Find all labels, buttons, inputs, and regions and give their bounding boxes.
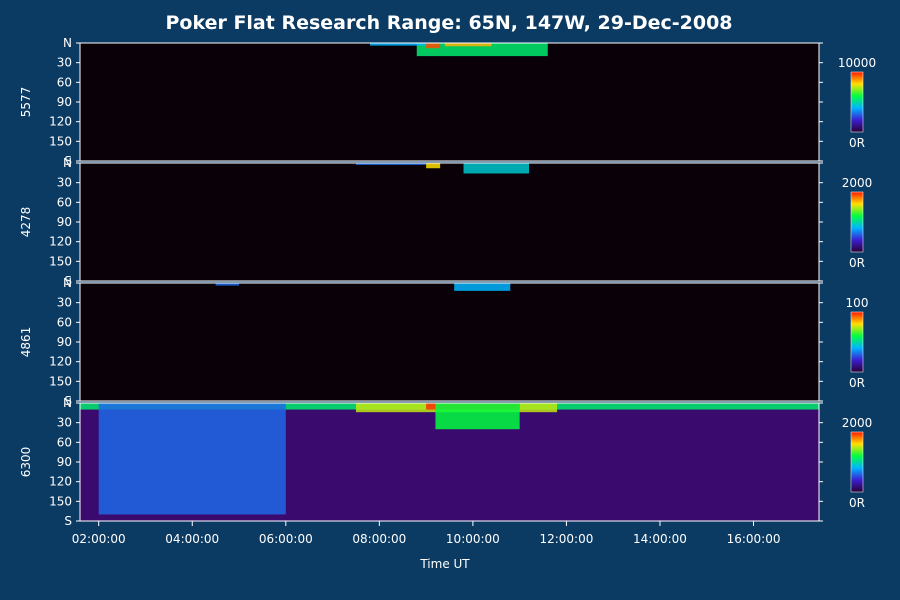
colorbar-max-label: 10000 xyxy=(838,56,876,70)
emission-feature xyxy=(454,283,511,291)
y-tick-label: 120 xyxy=(49,475,72,489)
colorbar-min-label: 0R xyxy=(849,496,865,510)
colorbar-4861: 100 0R xyxy=(846,296,869,390)
colorbars-group: 10000 0R 2000 0R 100 0R 2000 0R xyxy=(838,56,876,510)
emission-feature xyxy=(426,163,441,169)
y-tick-label: 150 xyxy=(49,134,72,148)
chart-title: Poker Flat Research Range: 65N, 147W, 29… xyxy=(165,12,732,34)
x-tick-label: 10:00:00 xyxy=(446,532,500,546)
x-axis-label: Time UT xyxy=(419,557,470,571)
y-tick-label: 30 xyxy=(57,176,72,190)
panel-6300: N 30 60 90 120 150 S 6300 xyxy=(19,396,823,528)
emission-feature xyxy=(435,403,520,430)
y-tick-label: 150 xyxy=(49,494,72,508)
panel-4861: N 30 60 90 120 150 S 4861 xyxy=(19,276,823,408)
panel-5577: N 30 60 90 120 150 S 5577 xyxy=(19,36,823,168)
y-tick-label: 90 xyxy=(57,335,72,349)
x-tick-label: 02:00:00 xyxy=(72,532,126,546)
y-tick-label: 60 xyxy=(57,75,72,89)
y-tick-label: N xyxy=(63,156,72,170)
colorbar-min-label: 0R xyxy=(849,136,865,150)
y-tick-label: 150 xyxy=(49,374,72,388)
emission-feature xyxy=(463,163,530,174)
y-tick-label: N xyxy=(63,36,72,50)
y-tick-label: 90 xyxy=(57,215,72,229)
panel-background xyxy=(80,283,819,401)
panel-background xyxy=(80,43,819,161)
y-tick-label: 30 xyxy=(57,296,72,310)
x-tick-label: 12:00:00 xyxy=(539,532,593,546)
emission-feature xyxy=(444,43,492,47)
x-tick-label: 06:00:00 xyxy=(259,532,313,546)
panel-label: 5577 xyxy=(19,87,33,118)
colorbar-scale xyxy=(850,191,864,253)
panels-group: N 30 60 90 120 150 S 5577 N 30 60 90 120 150 S 4278 N 30 6… xyxy=(19,36,823,528)
y-tick-label: 120 xyxy=(49,235,72,249)
emission-feature xyxy=(426,43,441,49)
colorbar-4278: 2000 0R xyxy=(842,176,873,270)
panel-label: 4861 xyxy=(19,327,33,358)
y-tick-label: 60 xyxy=(57,435,72,449)
y-tick-label: 30 xyxy=(57,56,72,70)
colorbar-max-label: 2000 xyxy=(842,416,873,430)
panel-label: 6300 xyxy=(19,447,33,478)
y-tick-label: N xyxy=(63,396,72,410)
y-tick-label: N xyxy=(63,276,72,290)
y-tick-label: 90 xyxy=(57,455,72,469)
panel-background xyxy=(80,163,819,281)
x-tick-label: 08:00:00 xyxy=(352,532,406,546)
x-tick-label: 16:00:00 xyxy=(727,532,781,546)
colorbar-max-label: 100 xyxy=(846,296,869,310)
colorbar-5577: 10000 0R xyxy=(838,56,876,150)
emission-feature xyxy=(355,163,427,165)
y-tick-label: 150 xyxy=(49,254,72,268)
y-tick-label: S xyxy=(64,154,72,168)
x-axis: 02:00:00 04:00:00 06:00:00 08:00:00 10:00:00… xyxy=(72,521,781,546)
colorbar-scale xyxy=(850,431,864,493)
y-tick-label: S xyxy=(64,274,72,288)
emission-feature xyxy=(369,43,427,46)
y-tick-label: 60 xyxy=(57,315,72,329)
y-tick-label: 120 xyxy=(49,115,72,129)
x-tick-label: 14:00:00 xyxy=(633,532,687,546)
y-tick-label: 90 xyxy=(57,95,72,109)
colorbar-min-label: 0R xyxy=(849,376,865,390)
y-tick-label: S xyxy=(64,514,72,528)
colorbar-scale xyxy=(850,311,864,373)
emission-feature xyxy=(98,403,286,515)
y-tick-label: 30 xyxy=(57,416,72,430)
x-tick-label: 04:00:00 xyxy=(165,532,219,546)
panel-4278: N 30 60 90 120 150 S 4278 xyxy=(19,156,823,288)
panel-label: 4278 xyxy=(19,207,33,238)
colorbar-scale xyxy=(850,71,864,133)
colorbar-max-label: 2000 xyxy=(842,176,873,190)
colorbar-min-label: 0R xyxy=(849,256,865,270)
colorbar-6300: 2000 0R xyxy=(842,416,873,510)
y-tick-label: 120 xyxy=(49,355,72,369)
emission-feature xyxy=(215,283,240,286)
y-tick-label: S xyxy=(64,394,72,408)
y-tick-label: 60 xyxy=(57,195,72,209)
